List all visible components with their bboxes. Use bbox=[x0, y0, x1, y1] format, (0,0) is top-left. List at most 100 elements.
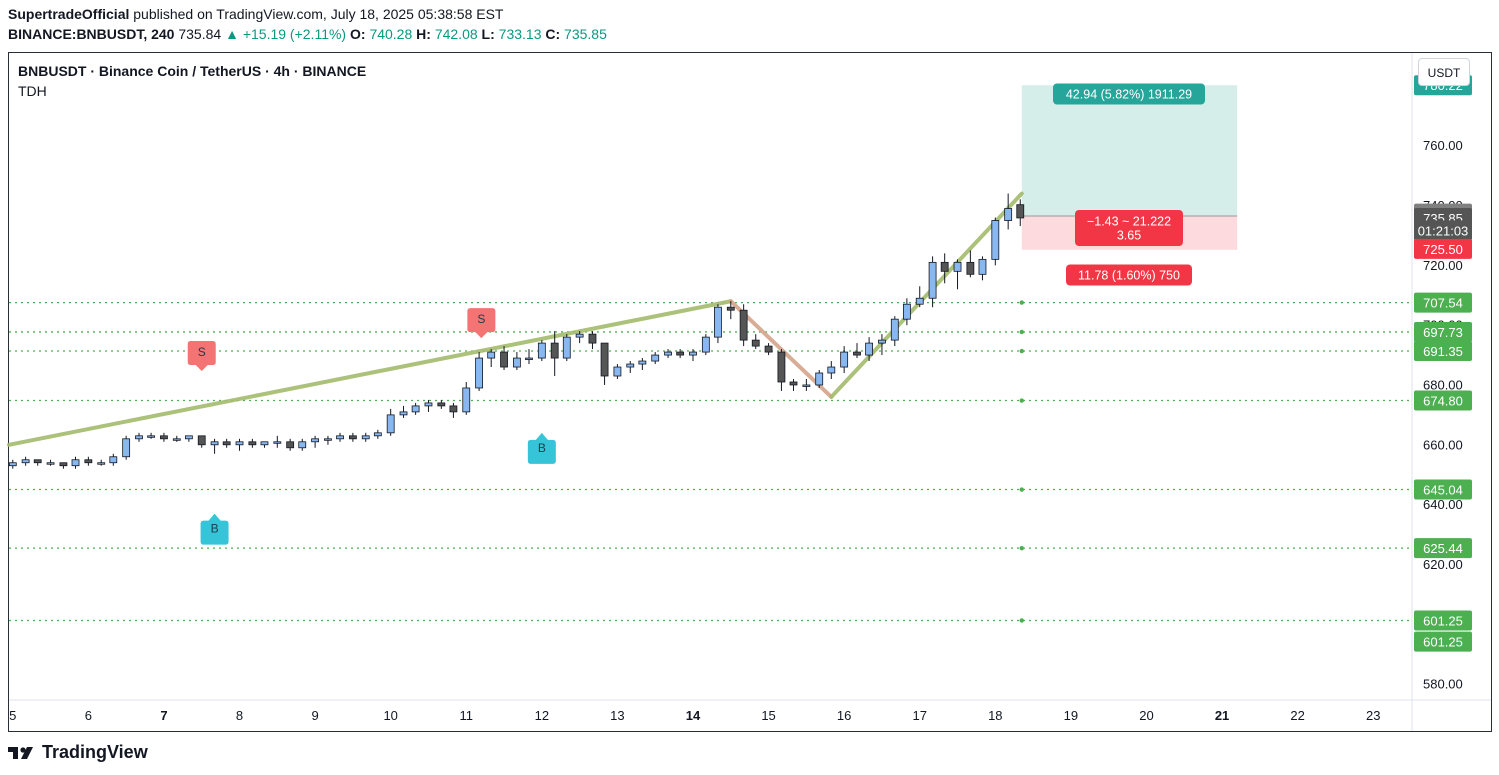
trend-line bbox=[728, 299, 834, 399]
candle bbox=[172, 438, 181, 441]
x-axis-tick-label: 7 bbox=[160, 708, 167, 723]
level-dot bbox=[1019, 398, 1024, 403]
price-axis-badge bbox=[1414, 292, 1472, 313]
candle bbox=[739, 309, 748, 341]
candle bbox=[890, 318, 899, 341]
price-axis-badge-text: 691.35 bbox=[1423, 344, 1463, 359]
publisher-name[interactable]: SupertradeOfficial bbox=[8, 6, 130, 22]
candle bbox=[651, 354, 660, 362]
level-dot bbox=[1019, 300, 1024, 305]
candle bbox=[500, 351, 508, 368]
candle bbox=[59, 462, 68, 467]
x-axis-tick-label: 23 bbox=[1366, 708, 1380, 723]
price-axis-badge-text: 601.25 bbox=[1423, 613, 1463, 628]
candle bbox=[135, 435, 143, 440]
price-axis-badge bbox=[1414, 631, 1472, 652]
candle bbox=[260, 441, 269, 446]
candle bbox=[437, 402, 446, 407]
target-label-text: 42.94 (5.82%) 1911.29 bbox=[1066, 88, 1192, 102]
candle bbox=[33, 459, 42, 464]
candle bbox=[789, 381, 798, 386]
candle bbox=[324, 438, 332, 441]
x-axis-tick-label: 9 bbox=[311, 708, 318, 723]
indicator-name[interactable]: TDH bbox=[18, 83, 47, 99]
price-axis-badge-text: 725.50 bbox=[1423, 242, 1463, 257]
risk-reward-label-text: −1.43 ~ 21.222 bbox=[1087, 215, 1171, 229]
candle bbox=[865, 342, 873, 356]
brand-name: TradingView bbox=[42, 742, 148, 762]
x-axis-tick-label: 5 bbox=[9, 708, 16, 723]
candle bbox=[424, 402, 433, 407]
candle bbox=[248, 441, 257, 446]
candle bbox=[487, 351, 496, 359]
change-arrow-icon: ▲ bbox=[225, 26, 239, 42]
price-axis-badge bbox=[1414, 538, 1472, 559]
x-axis-tick-label: 11 bbox=[460, 708, 474, 723]
candle bbox=[550, 342, 559, 359]
symbol-ohlc-bar: BINANCE:BNBUSDT, 240 735.84 ▲ +15.19 (+2… bbox=[8, 26, 607, 42]
candle bbox=[21, 459, 30, 464]
candle bbox=[348, 435, 357, 440]
y-axis-tick-label: 620.00 bbox=[1423, 557, 1463, 572]
y-axis-tick-label: 660.00 bbox=[1423, 437, 1463, 452]
sell-signal-marker bbox=[467, 308, 496, 339]
price-axis-badge bbox=[1414, 341, 1472, 362]
y-axis-tick-label: 720.00 bbox=[1423, 258, 1463, 273]
risk-reward-label-text: 3.65 bbox=[1117, 229, 1141, 243]
y-axis-tick-label: 680.00 bbox=[1423, 377, 1463, 392]
close-value: 735.85 bbox=[564, 26, 607, 42]
chart-frame bbox=[8, 52, 1492, 732]
y-axis-tick-label: 640.00 bbox=[1423, 497, 1463, 512]
candle bbox=[664, 351, 672, 356]
candle bbox=[462, 387, 471, 413]
candle bbox=[210, 441, 219, 446]
candle bbox=[588, 333, 597, 344]
buy-signal-marker bbox=[200, 513, 229, 545]
level-dot bbox=[1019, 329, 1024, 335]
risk-reward-label-box bbox=[1075, 210, 1183, 246]
candle bbox=[714, 306, 722, 338]
candle bbox=[336, 435, 344, 440]
publish-info: SupertradeOfficial published on TradingV… bbox=[8, 6, 503, 22]
high-label: H: bbox=[416, 26, 431, 42]
candle bbox=[878, 339, 886, 344]
x-axis-tick-label: 15 bbox=[761, 708, 775, 723]
price-axis-badge-text: 697.73 bbox=[1423, 325, 1463, 340]
brand-logo: TradingView bbox=[8, 742, 148, 763]
candle bbox=[537, 342, 546, 359]
candle bbox=[777, 351, 786, 383]
candle bbox=[966, 261, 975, 275]
candle bbox=[399, 411, 408, 416]
x-axis-tick-label: 14 bbox=[686, 708, 701, 723]
candle bbox=[235, 441, 244, 446]
candle bbox=[109, 456, 118, 464]
close-label: C: bbox=[545, 26, 561, 42]
low-label: L: bbox=[481, 26, 495, 42]
candle bbox=[46, 462, 55, 465]
candle bbox=[815, 372, 824, 386]
x-axis-tick-label: 16 bbox=[837, 708, 851, 723]
candle bbox=[122, 438, 131, 458]
signal-marker-label: B bbox=[538, 441, 546, 455]
currency-button[interactable]: USDT bbox=[1418, 58, 1470, 86]
y-axis-tick-label: 580.00 bbox=[1423, 677, 1463, 692]
tradingview-logo-icon bbox=[8, 746, 33, 759]
candle bbox=[853, 351, 861, 356]
candle bbox=[197, 435, 206, 446]
candle bbox=[562, 336, 571, 359]
x-axis-tick-label: 22 bbox=[1290, 708, 1304, 723]
candle bbox=[676, 351, 685, 356]
candle bbox=[361, 435, 370, 440]
candle bbox=[411, 405, 420, 413]
trend-line bbox=[829, 191, 1024, 399]
x-axis-tick-label: 19 bbox=[1064, 708, 1078, 723]
price-axis-badge-text: 674.80 bbox=[1423, 394, 1463, 409]
target-label-box bbox=[1053, 83, 1205, 105]
candle bbox=[613, 366, 622, 377]
candle bbox=[147, 435, 155, 438]
price-axis-badge-text: 645.04 bbox=[1423, 483, 1463, 498]
candle bbox=[726, 306, 735, 311]
signal-marker-label: S bbox=[198, 345, 206, 359]
x-axis-tick-label: 21 bbox=[1215, 708, 1229, 723]
